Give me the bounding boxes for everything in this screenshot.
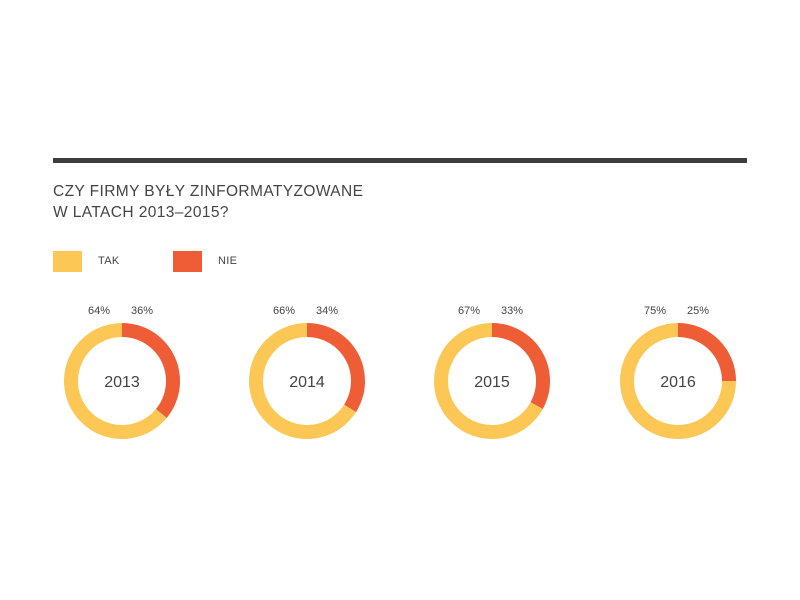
legend-label-nie: NIE xyxy=(218,255,238,267)
chart-title: CZY FIRMY BYŁY ZINFORMATYZOWANE W LATACH… xyxy=(53,181,363,223)
chart-title-line-1: CZY FIRMY BYŁY ZINFORMATYZOWANE xyxy=(53,183,364,200)
data-label-nie-2015: 33% xyxy=(501,305,523,317)
slice-nie-2016 xyxy=(678,323,736,381)
slice-nie-2014 xyxy=(307,323,365,413)
data-label-nie-2014: 34% xyxy=(316,305,338,317)
data-label-tak-2015: 67% xyxy=(458,305,480,317)
data-label-nie-2013: 36% xyxy=(131,305,153,317)
legend: TAK NIE xyxy=(53,251,353,273)
data-label-tak-2013: 64% xyxy=(88,305,110,317)
slice-nie-2015 xyxy=(492,323,550,409)
donut-chart-2016: 75% 25% 2016 xyxy=(620,305,736,439)
legend-label-tak: TAK xyxy=(98,255,120,267)
slice-tak-2013 xyxy=(64,323,167,439)
year-label-2013: 2013 xyxy=(104,374,140,391)
donut-chart-2014: 66% 34% 2014 xyxy=(249,305,365,439)
legend-swatch-tak xyxy=(53,251,82,272)
data-label-tak-2016: 75% xyxy=(644,305,666,317)
year-label-2016: 2016 xyxy=(660,374,696,391)
chart-title-line-2: W LATACH 2013–2015? xyxy=(53,204,229,221)
legend-swatch-nie xyxy=(173,251,202,272)
top-divider xyxy=(53,158,747,163)
year-label-2015: 2015 xyxy=(474,374,510,391)
donut-chart-2015: 67% 33% 2015 xyxy=(433,305,550,439)
data-label-tak-2014: 66% xyxy=(273,305,295,317)
donut-chart-2013: 64% 36% 2013 xyxy=(64,305,181,439)
data-label-nie-2016: 25% xyxy=(687,305,709,317)
year-label-2014: 2014 xyxy=(289,374,325,391)
slice-nie-2013 xyxy=(122,323,181,418)
